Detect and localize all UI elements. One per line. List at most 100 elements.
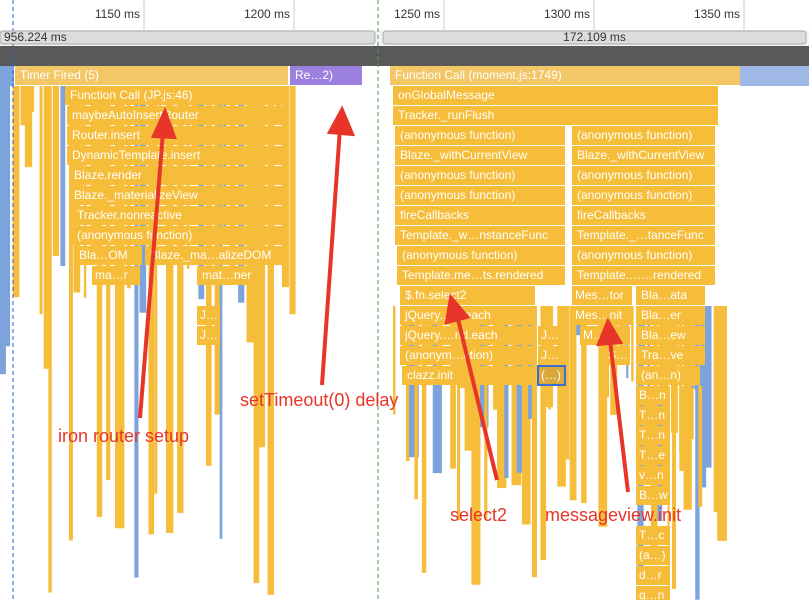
flame-block xyxy=(572,246,715,265)
flame-label: Bla…ata xyxy=(641,288,687,302)
range-box xyxy=(0,30,376,45)
flame-label: Timer Fired (5) xyxy=(20,68,99,82)
flame-block xyxy=(538,326,560,345)
flame-block xyxy=(395,186,565,205)
stripe xyxy=(48,86,52,593)
flame-block xyxy=(636,406,670,425)
stripe xyxy=(672,386,676,590)
flame-label: $.fn.select2 xyxy=(405,288,467,302)
stripe xyxy=(511,306,522,486)
stripe xyxy=(683,306,692,510)
stripe xyxy=(471,306,481,585)
stripe xyxy=(540,306,547,560)
stripe xyxy=(177,86,184,513)
flame-label: (anonymous function) xyxy=(577,128,692,142)
flame-label: Bla…ew xyxy=(641,328,686,342)
flame-block xyxy=(572,126,715,145)
flame-block xyxy=(290,66,362,85)
stripe xyxy=(521,306,531,525)
stripe xyxy=(682,386,687,389)
stripe xyxy=(560,306,567,353)
flame-label: Blaze._withCurrentView xyxy=(400,148,528,162)
flame-label: Bla…er xyxy=(641,308,681,322)
flame-label: onGlobalMessage xyxy=(398,88,495,102)
flame-label: T…c xyxy=(639,528,664,542)
flame-block xyxy=(636,366,700,385)
flame-block xyxy=(69,166,285,185)
flame-label: mat…ner xyxy=(202,268,251,282)
flame-label: fireCallbacks xyxy=(577,208,646,222)
stripe xyxy=(698,386,703,508)
stripe xyxy=(281,86,290,288)
arrows xyxy=(138,105,630,493)
flame-block xyxy=(572,266,715,285)
flame-block xyxy=(395,166,565,185)
flame-block xyxy=(572,206,715,225)
flame-block xyxy=(390,66,740,85)
ruler-label: 1150 ms xyxy=(95,7,140,21)
ruler-label: 1300 ms xyxy=(544,7,590,21)
flame-label: B…w xyxy=(639,488,668,502)
flame-label: (anonymous function) xyxy=(577,168,692,182)
flame-block xyxy=(400,326,535,345)
flame-label: J… xyxy=(200,308,218,322)
flame-block xyxy=(67,126,285,145)
stripe xyxy=(267,86,274,595)
flame-block xyxy=(145,246,282,265)
range-label: 956.224 ms xyxy=(4,30,67,44)
stripe xyxy=(0,66,14,86)
flame-label: maybeAutoInsertRouter xyxy=(72,108,199,122)
flame-label: (anonymous function) xyxy=(577,188,692,202)
ruler-label: 1350 ms xyxy=(694,7,740,21)
stripe xyxy=(573,306,576,450)
flame-label: Template._w…nstanceFunc xyxy=(400,228,548,242)
flame-label: J… xyxy=(200,328,218,342)
flame-block xyxy=(395,226,565,245)
stripe xyxy=(148,86,155,535)
flame-label: J… xyxy=(541,328,559,342)
stripe xyxy=(68,86,73,541)
stripe xyxy=(253,86,260,584)
flame-label: Re…2) xyxy=(295,68,333,82)
flame-label: J… xyxy=(541,348,559,362)
stripe xyxy=(393,306,396,415)
flame-label: Blaze._materializeView xyxy=(74,188,198,202)
flame-label: Bla…OM xyxy=(79,248,128,262)
stripe xyxy=(0,86,6,375)
stripe xyxy=(565,306,570,460)
flame-label: B…n xyxy=(639,388,666,402)
flame-label: (a…) xyxy=(639,548,666,562)
flame-label: T…n xyxy=(639,428,665,442)
flame-block xyxy=(397,246,565,265)
flame-label: fireCallbacks xyxy=(400,208,469,222)
flame-label: DynamicTemplate.insert xyxy=(72,148,201,162)
stripe xyxy=(154,86,158,494)
flame-block xyxy=(69,186,285,205)
flame-block xyxy=(636,526,670,545)
flame-block xyxy=(572,166,715,185)
annotation: select2 xyxy=(450,505,507,525)
flame-label: Function Call (JP.js:46) xyxy=(70,88,193,102)
flame-label: Template.me…ts.rendered xyxy=(402,268,543,282)
stripe xyxy=(679,386,687,471)
stripe xyxy=(30,86,35,112)
flame-block xyxy=(572,306,632,325)
flame-block xyxy=(393,106,718,125)
flame-block xyxy=(395,126,565,145)
flame-label: clazz.init xyxy=(407,368,454,382)
stripe xyxy=(504,306,509,479)
flame-block xyxy=(572,146,715,165)
flame-label: jQuery.…nd.each xyxy=(404,328,498,342)
flame-block xyxy=(395,206,565,225)
stripe xyxy=(24,86,33,168)
flame-block xyxy=(67,106,285,125)
flame-label: (anonym…ction) xyxy=(405,348,493,362)
stripe xyxy=(421,306,427,573)
stripe xyxy=(691,386,699,388)
flame-block xyxy=(636,486,670,505)
flame-block xyxy=(15,66,288,85)
flame-label: (anonymous function) xyxy=(400,128,515,142)
stripe xyxy=(4,86,11,347)
stripe xyxy=(134,86,139,578)
